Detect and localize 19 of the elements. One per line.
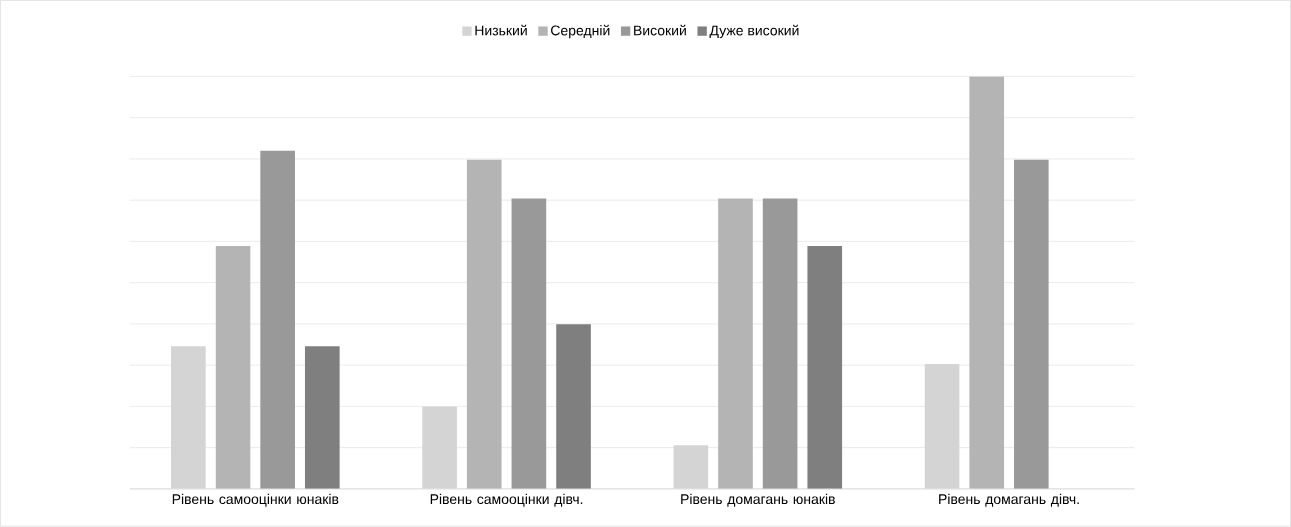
- x-tick-label: Рівень домагань юнаків: [681, 494, 835, 507]
- x-tick-label: Рівень самооцінки дівч.: [430, 494, 583, 507]
- bar: [556, 324, 591, 490]
- legend-label: Низький: [475, 25, 527, 36]
- bar: [762, 198, 798, 490]
- bar: [260, 150, 295, 490]
- bar: [511, 198, 547, 490]
- bar: [215, 246, 251, 490]
- x-tick-label: Рівень самооцінки юнаків: [172, 494, 339, 507]
- x-tick-label: Рівень домагань дівч.: [939, 494, 1079, 507]
- legend-label: Дуже високий: [709, 25, 799, 39]
- bar: [466, 159, 502, 490]
- legend-label: Високий: [634, 25, 686, 36]
- legend-label: Середній: [551, 25, 610, 39]
- bar: [969, 76, 1005, 490]
- bar: [1014, 159, 1049, 490]
- bar: [304, 346, 340, 490]
- bar: [718, 198, 753, 490]
- bar: [807, 246, 843, 490]
